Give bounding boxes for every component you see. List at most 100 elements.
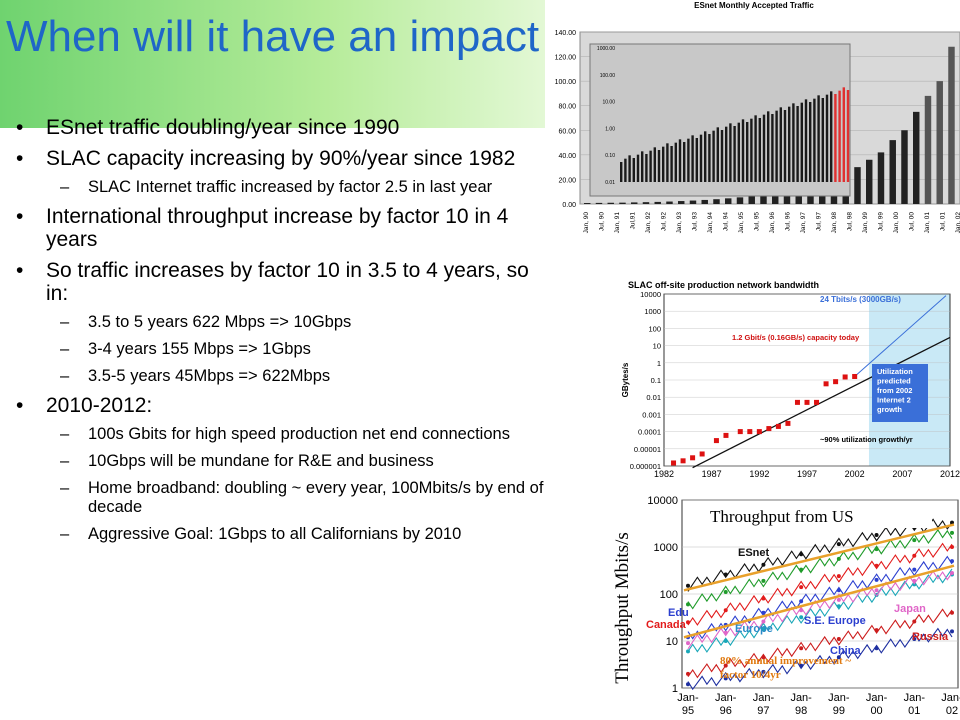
x-tick-label: Jan-: [677, 692, 699, 704]
bullet-item: ESnet traffic doubling/year since 1990: [16, 116, 551, 139]
inset-bar: [712, 130, 715, 182]
x-tick-label: 98: [795, 705, 807, 717]
data-point: [723, 608, 728, 613]
bullet-item: So traffic increases by factor 10 in 3.5…: [16, 259, 551, 305]
inset-bar: [733, 126, 736, 182]
inset-bar: [729, 123, 732, 182]
x-tick-label: Jan-: [941, 692, 960, 704]
data-point: [852, 373, 858, 379]
annotation: ~90% utilization growth/yr: [820, 435, 913, 444]
data-point: [799, 585, 804, 590]
x-tick-label: Jan-: [904, 692, 926, 704]
bar: [936, 81, 943, 204]
x-tick-label: Jan-: [866, 692, 888, 704]
inset-bar: [792, 103, 795, 182]
data-point: [874, 533, 879, 538]
x-tick-label: 02: [946, 705, 958, 717]
throughput-axis-label: Throughput Mbits/s: [608, 500, 638, 715]
inset-bar: [846, 90, 850, 182]
series-line: [687, 568, 953, 653]
inset-bar: [695, 138, 698, 182]
data-point: [761, 596, 766, 601]
series-line: [687, 528, 953, 610]
x-tick-label: Jan, 93: [676, 212, 683, 234]
x-tick-label: Jan, 97: [800, 212, 807, 234]
inset-bar: [804, 99, 808, 182]
data-point: [912, 567, 917, 572]
inset-y-tick: 1.00: [605, 126, 615, 132]
data-point: [756, 429, 762, 435]
bar: [642, 202, 650, 204]
data-point: [912, 553, 917, 558]
data-point: [950, 610, 954, 615]
annotation-box: [872, 364, 928, 422]
x-tick-label: Jul, 01: [940, 212, 947, 232]
slac-bandwidth-chart: SLAC off-site production network bandwid…: [620, 278, 960, 490]
data-point: [874, 577, 879, 582]
inset-bar: [842, 87, 845, 182]
data-point: [686, 641, 690, 646]
data-point: [761, 627, 766, 632]
data-point: [842, 374, 848, 380]
data-point: [912, 578, 917, 583]
inset-bar: [674, 142, 677, 182]
inset-bar: [628, 155, 631, 182]
x-tick-label: 00: [870, 705, 882, 717]
slide-title: When will it have an impact: [5, 12, 540, 61]
data-point: [912, 538, 917, 543]
inset-bar: [813, 98, 816, 182]
annotation: factor 10/4yr: [720, 669, 781, 681]
data-point: [737, 429, 743, 435]
data-point: [785, 420, 791, 426]
y-tick-label: 10: [653, 342, 661, 351]
inset-y-tick: 10.00: [602, 100, 615, 106]
data-point: [761, 610, 766, 615]
y-tick-label: 0.1: [651, 376, 661, 385]
y-tick-label: 0.001: [642, 410, 661, 419]
x-tick-label: Jan, 92: [645, 212, 652, 234]
bar: [701, 199, 708, 204]
x-tick-label: Jul, 90: [599, 212, 606, 232]
inset-bar: [779, 107, 782, 182]
data-point: [761, 578, 766, 583]
x-tick-label: Jan-: [753, 692, 775, 704]
x-tick-label: Jul, 99: [878, 212, 885, 232]
annotation: 1.2 Gbit/s (0.16GB/s) capacity today: [732, 333, 860, 342]
y-tick-label: 100: [648, 324, 661, 333]
prediction-arrow: [854, 295, 947, 377]
data-point: [799, 663, 804, 668]
inset-bar: [620, 162, 623, 182]
x-tick-label: Jan, 00: [893, 212, 900, 234]
inset-bar: [817, 95, 820, 182]
data-point: [836, 655, 841, 660]
bar: [866, 159, 873, 204]
throughput-chart: 10000 1000 100 10 1 Jan- 95 Jan- 96 Jan- 97 Jan- 98 J…: [640, 492, 960, 720]
inset-bar: [653, 147, 656, 182]
data-point: [723, 572, 728, 577]
inset-bar: [691, 135, 694, 182]
series-line: [687, 608, 953, 679]
data-point: [950, 530, 954, 535]
y-tick-label: 100: [660, 589, 678, 601]
x-tick-label: Jan, 94: [707, 212, 714, 234]
data-point: [799, 599, 804, 604]
bar: [666, 201, 673, 204]
inset-y-tick: 1000.00: [597, 46, 615, 52]
inset-bar: [716, 127, 719, 182]
x-tick-label: 96: [720, 705, 732, 717]
data-point: [836, 556, 841, 561]
bar: [783, 191, 791, 204]
data-point: [874, 588, 879, 593]
sub-bullet-item: 10Gbps will be mundane for R&E and busin…: [16, 452, 551, 471]
x-tick-label: Jul, 98: [847, 212, 854, 232]
trend-line: [683, 564, 955, 639]
bar: [877, 152, 885, 204]
bullet-item: 2010-2012:: [16, 394, 551, 417]
y-tick-label: 0.01: [646, 393, 661, 402]
x-tick-label: Jan, 99: [862, 212, 869, 234]
bar: [654, 201, 661, 204]
x-tick-label: 1992: [749, 469, 769, 479]
data-point: [912, 619, 917, 624]
series-label: Edu: [668, 607, 689, 619]
data-point: [799, 567, 804, 572]
